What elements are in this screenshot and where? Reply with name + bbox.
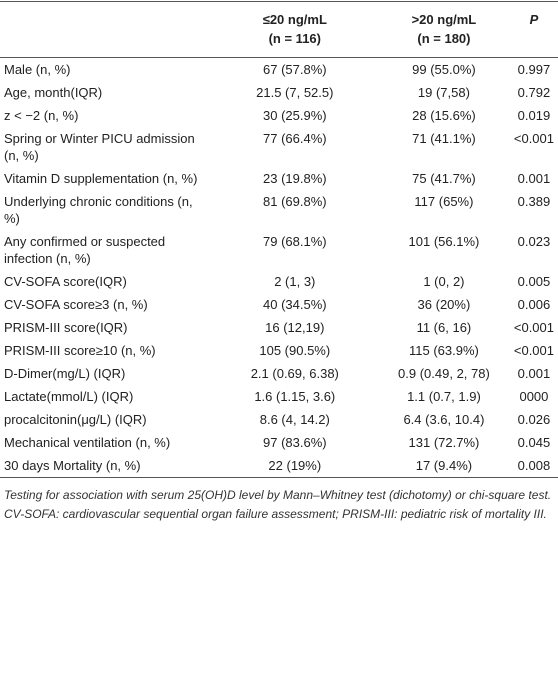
cell: 0.006 (517, 297, 551, 312)
cell: 99 (55.0%) (412, 62, 476, 77)
table-row: Underlying chronic conditions (n, %) 81 (… (0, 190, 558, 230)
header-cell: ≤20 ng/mL (n = 116) (212, 2, 378, 58)
table-row: PRISM-III score≥10 (n, %) 105 (90.5%) 115 … (0, 339, 558, 362)
header-label: ≤20 ng/mL (262, 12, 327, 27)
cell: <0.001 (513, 131, 554, 146)
table-row: Male (n, %) 67 (57.8%) 99 (55.0%) 0.997 (0, 58, 558, 82)
table-row: Lactate(mmol/L) (IQR) 1.6 (1.15, 3.6) 1.1 … (0, 385, 558, 408)
cell: 0.9 (0.49, 2, 78) (398, 366, 490, 381)
cell: 67 (57.8%) (263, 62, 327, 77)
row-label: D-Dimer(mg/L) (IQR) (4, 366, 126, 381)
footnote: Testing for association with serum 25(OH… (4, 488, 552, 521)
table-row: Vitamin D supplementation (n, %) 23 (19.8… (0, 167, 558, 190)
table-body: Male (n, %) 67 (57.8%) 99 (55.0%) 0.997 Age,… (0, 58, 558, 478)
cell: 36 (20%) (417, 297, 471, 312)
header-n: (n = 180) (417, 31, 471, 46)
cell: 0.045 (517, 435, 551, 450)
header-row: ≤20 ng/mL (n = 116) >20 ng/mL (n = 180) P (0, 1, 558, 58)
cell: 22 (19%) (268, 458, 322, 473)
cell: 23 (19.8%) (263, 171, 327, 186)
cell: 77 (66.4%) (263, 131, 327, 146)
cell: 1 (0, 2) (423, 274, 465, 289)
table-row: z < −2 (n, %) 30 (25.9%) 28 (15.6%) 0.019 (0, 104, 558, 127)
cell: 19 (7,58) (417, 85, 470, 100)
cell: 1.6 (1.15, 3.6) (254, 389, 336, 404)
table-row: procalcitonin(μg/L) (IQR) 8.6 (4, 14.2) 6.… (0, 408, 558, 431)
header-label: P (529, 12, 539, 27)
cell: 0.005 (517, 274, 551, 289)
table-row: D-Dimer(mg/L) (IQR) 2.1 (0.69, 6.38) 0.9 (… (0, 362, 558, 385)
cell: 97 (83.6%) (263, 435, 327, 450)
cell: 17 (9.4%) (415, 458, 473, 473)
table-row: Age, month(IQR) 21.5 (7, 52.5) 19 (7,58) 0.… (0, 81, 558, 104)
row-label: Vitamin D supplementation (n, %) (4, 171, 198, 186)
cell: 11 (6, 16) (416, 320, 472, 335)
cell: 0.389 (517, 194, 551, 209)
cell: 0.023 (517, 234, 551, 249)
cell: 0.001 (517, 171, 551, 186)
cell: <0.001 (513, 343, 554, 358)
cell: 0000 (519, 389, 549, 404)
cell: 2 (1, 3) (274, 274, 316, 289)
row-label: CV-SOFA score(IQR) (4, 274, 127, 289)
row-label: 30 days Mortality (n, %) (4, 458, 141, 473)
header-cell: >20 ng/mL (n = 180) (378, 2, 510, 58)
cell: 75 (41.7%) (412, 171, 476, 186)
cell: 0.001 (517, 366, 551, 381)
cell: 21.5 (7, 52.5) (256, 85, 334, 100)
cell: 0.019 (517, 108, 551, 123)
cell: 117 (65%) (414, 194, 474, 209)
row-label: Spring or Winter PICU admission (n, %) (4, 131, 195, 163)
table-row: Mechanical ventilation (n, %) 97 (83.6%) 1… (0, 431, 558, 454)
cell: 105 (90.5%) (259, 343, 331, 358)
row-label: PRISM-III score(IQR) (4, 320, 128, 335)
table-row: PRISM-III score(IQR) 16 (12,19) 11 (6, 16)… (0, 316, 558, 339)
cell: 101 (56.1%) (408, 234, 480, 249)
cell: 16 (12,19) (265, 320, 325, 335)
cell: 0.997 (517, 62, 551, 77)
cell: 71 (41.1%) (412, 131, 476, 146)
table-row: CV-SOFA score≥3 (n, %) 40 (34.5%) 36 (20%)… (0, 293, 558, 316)
cell: 40 (34.5%) (263, 297, 327, 312)
cell: 30 (25.9%) (263, 108, 327, 123)
cell: 81 (69.8%) (263, 194, 327, 209)
cell: 2.1 (0.69, 6.38) (250, 366, 339, 381)
table-row: Any confirmed or suspected infection (n,… (0, 230, 558, 270)
table-row: CV-SOFA score(IQR) 2 (1, 3) 1 (0, 2) 0.005 (0, 270, 558, 293)
cell: 8.6 (4, 14.2) (259, 412, 330, 427)
row-label: Underlying chronic conditions (n, %) (4, 194, 193, 226)
cell: <0.001 (513, 320, 554, 335)
cell: 6.4 (3.6, 10.4) (403, 412, 485, 427)
row-label: PRISM-III score≥10 (n, %) (4, 343, 156, 358)
row-label: procalcitonin(μg/L) (IQR) (4, 412, 147, 427)
header-empty (0, 2, 212, 58)
table-row: Spring or Winter PICU admission (n, %) 77… (0, 127, 558, 167)
row-label: Mechanical ventilation (n, %) (4, 435, 171, 450)
header-cell: P (510, 2, 558, 58)
cell: 0.026 (517, 412, 551, 427)
row-label: z < −2 (n, %) (4, 108, 79, 123)
cell: 0.008 (517, 458, 551, 473)
row-label: Any confirmed or suspected infection (n,… (4, 234, 166, 266)
header-label: >20 ng/mL (411, 12, 477, 27)
row-label: Male (n, %) (4, 62, 71, 77)
data-table: ≤20 ng/mL (n = 116) >20 ng/mL (n = 180) P … (0, 1, 558, 478)
row-label: Age, month(IQR) (4, 85, 103, 100)
cell: 1.1 (0.7, 1.9) (407, 389, 481, 404)
cell: 28 (15.6%) (412, 108, 476, 123)
row-label: CV-SOFA score≥3 (n, %) (4, 297, 148, 312)
cell: 115 (63.9%) (409, 343, 479, 358)
table-row: 30 days Mortality (n, %) 22 (19%) 17 (9.4%… (0, 454, 558, 478)
cell: 79 (68.1%) (263, 234, 327, 249)
header-n: (n = 116) (268, 31, 321, 46)
row-label: Lactate(mmol/L) (IQR) (4, 389, 134, 404)
cell: 131 (72.7%) (408, 435, 480, 450)
cell: 0.792 (517, 85, 551, 100)
